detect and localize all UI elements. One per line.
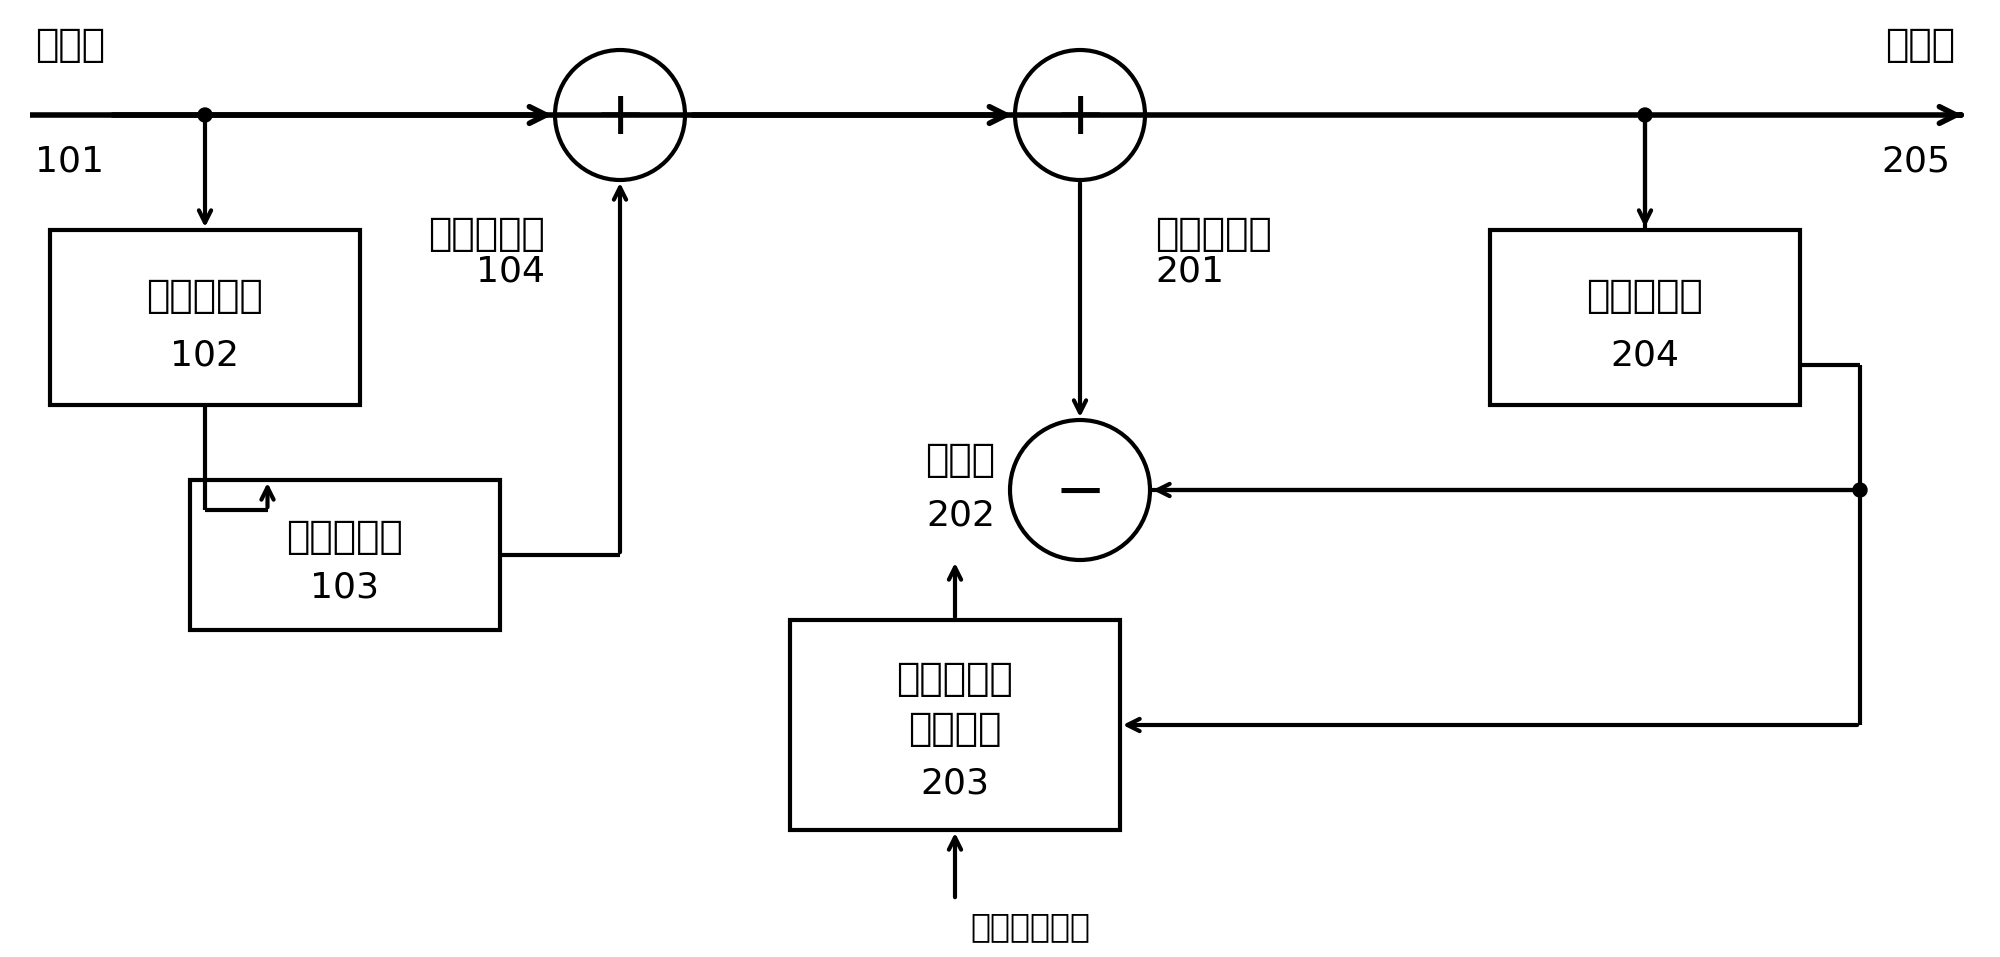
Text: 102: 102 [170, 339, 240, 373]
Text: 104: 104 [476, 255, 544, 289]
Text: 第一延迟器: 第一延迟器 [146, 278, 264, 316]
Text: 101: 101 [36, 145, 104, 179]
Circle shape [1852, 483, 1868, 497]
Text: 输出端: 输出端 [1884, 26, 1956, 64]
Circle shape [1638, 108, 1652, 122]
Text: +: + [594, 88, 646, 147]
Text: 减法器: 减法器 [924, 441, 996, 479]
Text: −: − [1054, 463, 1106, 523]
Text: 204: 204 [1610, 339, 1680, 373]
Bar [190, 480, 500, 630]
Text: 203: 203 [920, 767, 990, 801]
Bar [790, 620, 1120, 830]
Text: 103: 103 [310, 571, 380, 605]
Text: 205: 205 [1880, 145, 1950, 179]
Bar [1490, 230, 1800, 405]
Text: 201: 201 [1156, 255, 1224, 289]
Text: 第一高位移: 第一高位移 [896, 659, 1014, 698]
Text: 位寄存器: 位寄存器 [908, 710, 1002, 748]
Text: 第一加法器: 第一加法器 [428, 215, 544, 253]
Text: 系统预设位数: 系统预设位数 [970, 910, 1090, 943]
Bar [50, 230, 360, 405]
Text: 输入端: 输入端 [36, 26, 106, 64]
Text: 202: 202 [926, 498, 996, 532]
Text: 第一反相器: 第一反相器 [286, 518, 404, 556]
Text: 第二延迟器: 第二延迟器 [1586, 278, 1704, 316]
Text: +: + [1054, 88, 1106, 147]
Circle shape [198, 108, 212, 122]
Text: 第二加法器: 第二加法器 [1156, 215, 1272, 253]
